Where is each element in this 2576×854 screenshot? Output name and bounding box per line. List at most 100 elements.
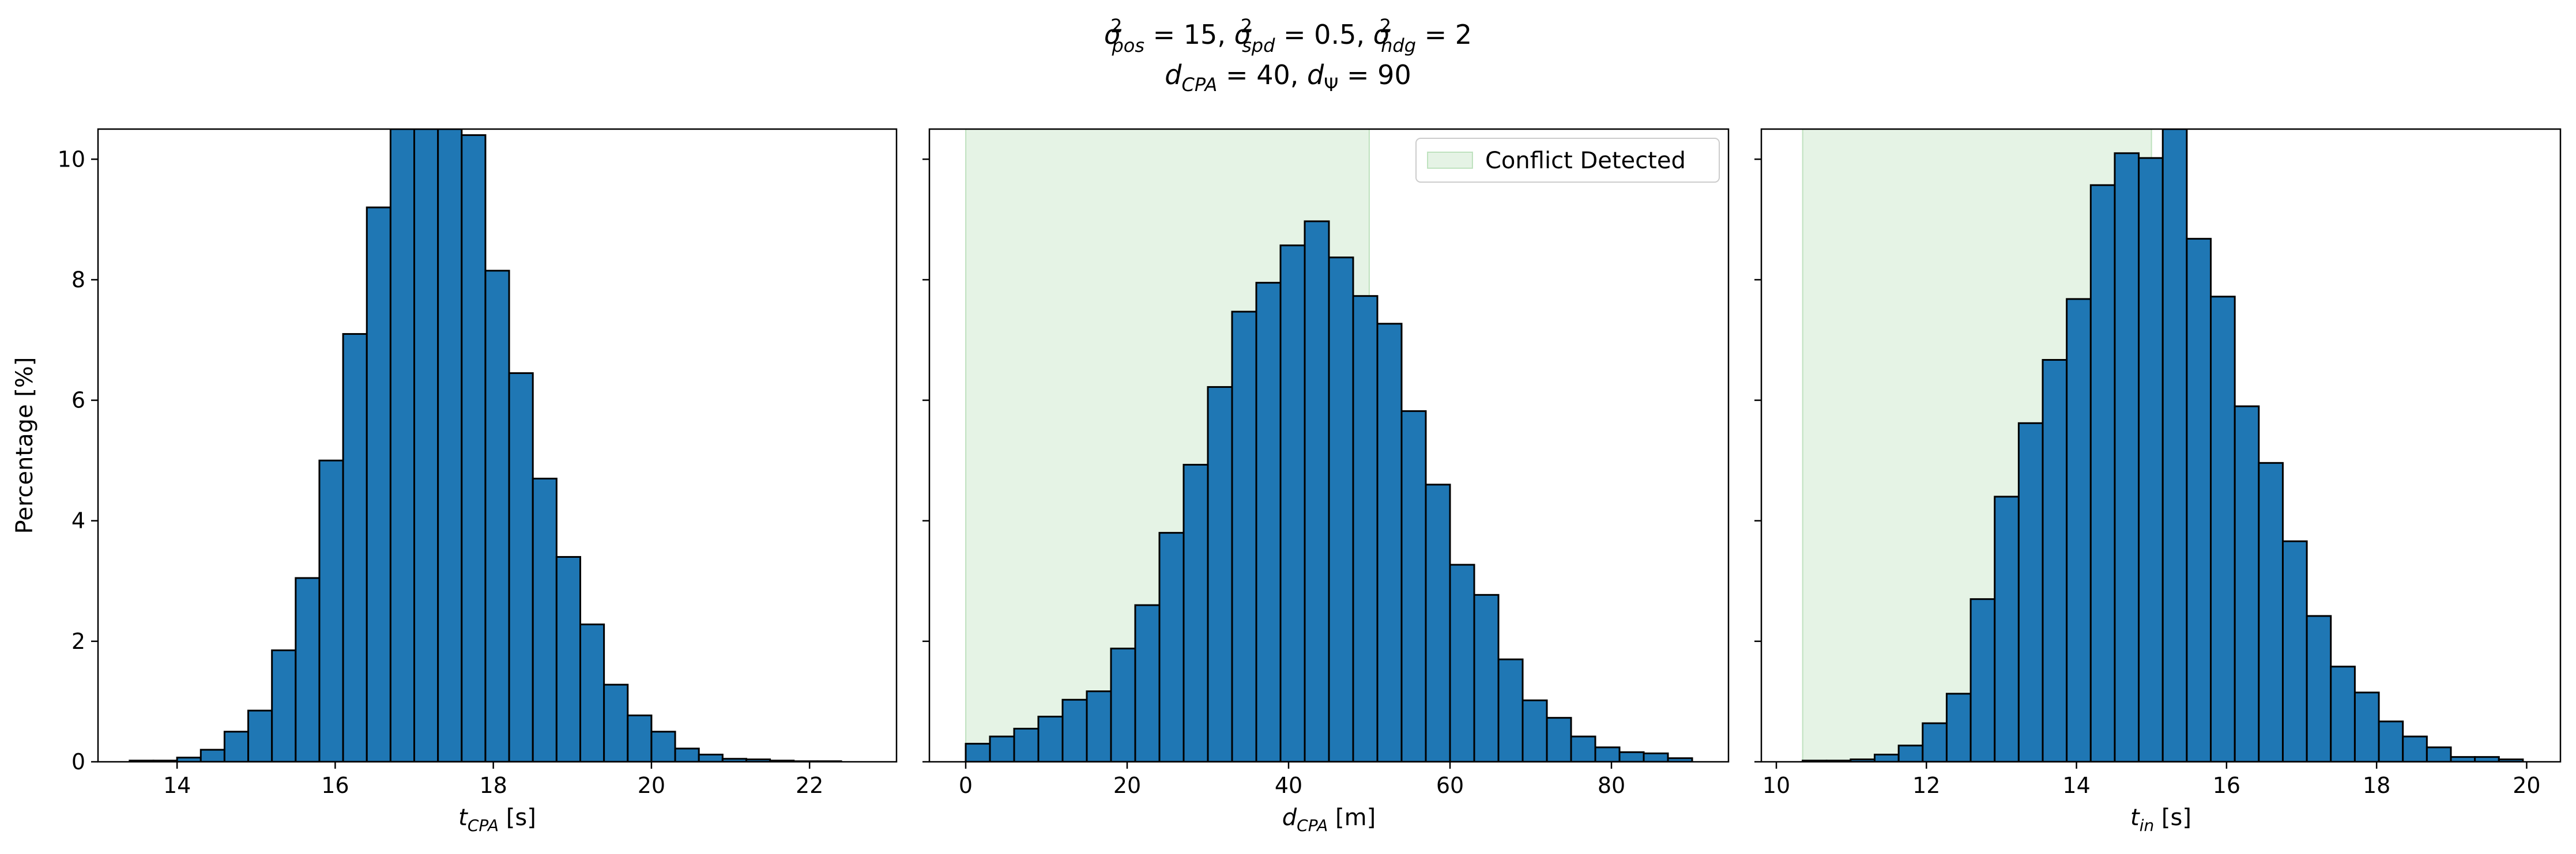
x-tick-label: 20 (1113, 773, 1141, 798)
histogram-bar (1352, 295, 1379, 762)
histogram-bar (555, 556, 581, 762)
histogram-bar (1425, 483, 1451, 762)
histogram-bar (1158, 532, 1185, 762)
histogram-bar (366, 206, 391, 762)
x-tick-label: 14 (2062, 773, 2090, 798)
histogram-bar (295, 577, 321, 762)
histogram-bar (2306, 615, 2332, 762)
x-tick-label: 12 (1912, 773, 1940, 798)
histogram-bar (1013, 727, 1040, 762)
histogram-bar (2426, 746, 2452, 762)
histogram-bar (247, 709, 273, 762)
axes-frame (97, 128, 898, 763)
histogram-bar (989, 735, 1015, 762)
histogram-bar (1643, 752, 1669, 762)
histogram-bar (1897, 745, 1924, 762)
histogram-bar (627, 714, 653, 762)
figure-title-line-2: dCPA = 40, dΨ = 90 (1165, 59, 1411, 96)
x-tick-label: 18 (479, 773, 507, 798)
panels: 14 16 18 20 22 0 2 4 6 8 10 tCPA [s] Percentage [%] 0… (12, 128, 2562, 835)
histogram-bar (271, 649, 297, 762)
legend-swatch (1427, 152, 1473, 169)
histogram-bar (1061, 698, 1088, 762)
x-tick-label: 40 (1275, 773, 1302, 798)
axes-frame (1760, 128, 2562, 763)
histogram-bar (603, 683, 629, 762)
panel-2-plot-area (965, 129, 1693, 762)
histogram-bar (1945, 693, 1972, 762)
x-tick-label: 16 (2213, 773, 2240, 798)
histogram-bar (2281, 540, 2308, 762)
histogram-bar (508, 372, 534, 762)
legend-frame (1415, 138, 1720, 183)
histogram-bar (2186, 237, 2212, 762)
panel-2: 0 20 40 60 80 dCPA [m] Conflict Detected (922, 128, 1730, 835)
x-tick-label: 16 (321, 773, 349, 798)
histogram-bar (698, 753, 724, 762)
histogram-bar (1497, 658, 1524, 762)
histogram-bar (1231, 311, 1257, 762)
panel-3-plot-area (1802, 129, 2524, 762)
x-tick-label: 10 (1762, 773, 1790, 798)
x-tick-label: 20 (638, 773, 665, 798)
histogram-bar (1037, 716, 1064, 762)
x-tick-label: 0 (959, 773, 973, 798)
histogram-bar (2161, 129, 2188, 762)
histogram-bar (532, 478, 558, 762)
x-axis-label: tCPA [s] (458, 804, 536, 835)
histogram-bar (1304, 220, 1330, 762)
histogram-bar (1110, 647, 1136, 762)
histogram-bar (484, 270, 510, 762)
histogram-bar (1969, 598, 1996, 762)
histogram-bar (461, 134, 487, 762)
histogram-bar (2042, 359, 2068, 762)
histogram-bar (2066, 298, 2092, 762)
histogram-bar (674, 747, 700, 762)
y-axis-label: Percentage [%] (12, 357, 38, 534)
y-tick-label: 4 (71, 508, 85, 534)
legend-label: Conflict Detected (1485, 148, 1686, 174)
x-tick-label: 60 (1436, 773, 1464, 798)
histogram-bar (413, 129, 439, 762)
histogram-bar (1874, 753, 1900, 762)
panel-3: 10 12 14 16 18 20 tin [s] (1754, 128, 2562, 835)
histogram-bar (437, 129, 463, 762)
histogram-bar (1594, 746, 1621, 762)
x-tick-label: 22 (796, 773, 823, 798)
histogram-bar (1922, 722, 1948, 762)
histogram-bar (1328, 256, 1354, 762)
x-tick-label: 20 (2513, 773, 2540, 798)
histogram-bar (2234, 405, 2260, 762)
legend: Conflict Detected (1415, 138, 1720, 183)
histogram-bar (965, 743, 991, 762)
histogram-bar (1279, 244, 1306, 762)
histogram-bar (1522, 699, 1548, 762)
y-tick-label: 6 (71, 388, 85, 413)
panel-1-plot-area (129, 129, 842, 762)
histogram-bar (2378, 720, 2404, 762)
histogram-bar (2353, 691, 2380, 762)
x-axis-label: tin [s] (2130, 804, 2191, 835)
histogram-bar (1473, 594, 1500, 762)
panel-1: 14 16 18 20 22 0 2 4 6 8 10 tCPA [s] Percentage [%] (12, 128, 898, 835)
histogram-bar (2089, 184, 2116, 762)
histogram-bar (2138, 157, 2164, 762)
histogram-bar (2474, 756, 2500, 762)
histogram-bar (2017, 422, 2044, 762)
x-tick-label: 14 (163, 773, 191, 798)
histogram-bar (2402, 735, 2428, 762)
histogram-bar (1570, 735, 1596, 762)
histogram-bar (2450, 756, 2476, 762)
x-tick-label: 18 (2363, 773, 2390, 798)
histogram-bar (1400, 410, 1427, 762)
histogram-bar (1994, 496, 2020, 762)
histogram-bar (342, 333, 368, 762)
histogram-bar (1449, 564, 1475, 762)
histogram-bar (1207, 386, 1233, 762)
histogram-bar (1182, 463, 1209, 762)
histogram-bar (389, 129, 416, 762)
figure-title-line-1: σ2 pos = 15, σ2 spd = 0.5, σ2 hdg = 2 (1104, 15, 1472, 56)
histogram-bar (1086, 690, 1112, 762)
